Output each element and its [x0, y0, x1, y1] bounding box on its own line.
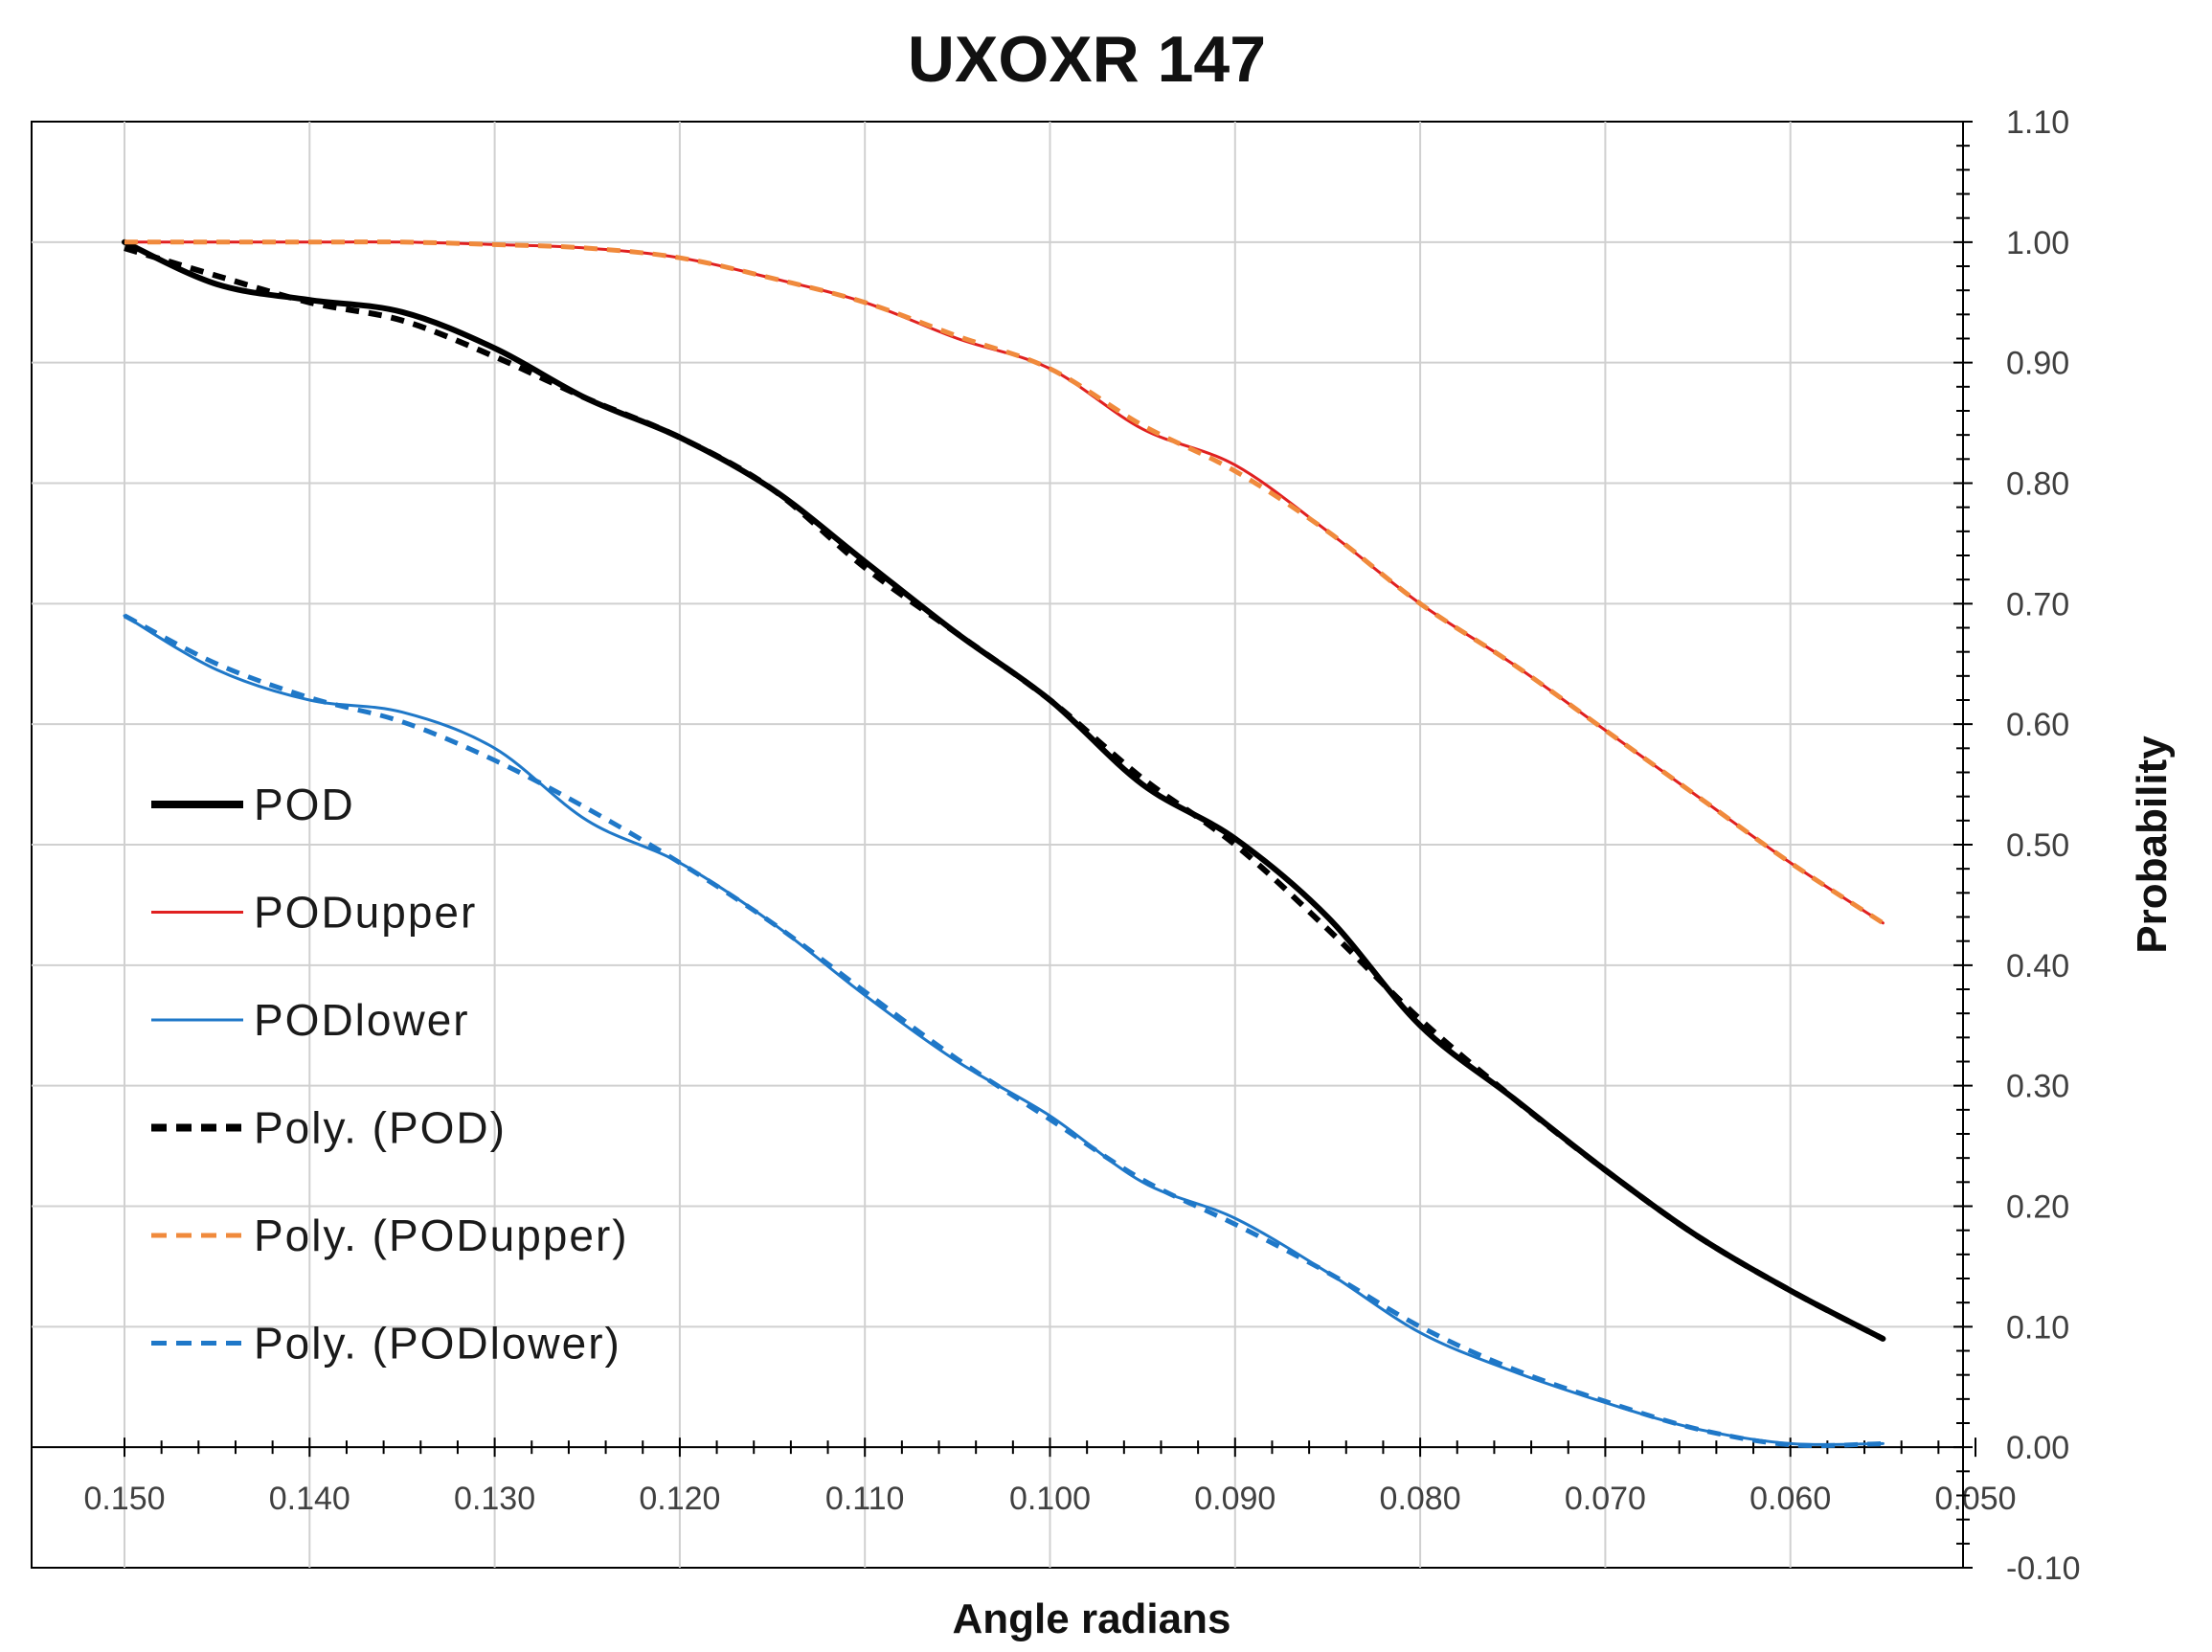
x-tick-label: 0.110 [825, 1481, 905, 1517]
x-tick-label: 0.090 [1194, 1481, 1275, 1517]
legend-label-podupper: PODupper [254, 888, 477, 938]
legend-label-pod: POD [254, 780, 355, 829]
y-axis-title: Probability [2129, 735, 2176, 954]
y-tick-label: 0.10 [2006, 1309, 2069, 1346]
x-tick-label: 0.120 [639, 1481, 720, 1517]
y-tick-label: 0.00 [2006, 1430, 2069, 1466]
y-tick-label: 0.30 [2006, 1069, 2069, 1105]
series-lines [122, 238, 1886, 1449]
series-line-poly-podlower [123, 613, 1884, 1449]
x-tick-label: 0.080 [1380, 1481, 1461, 1517]
y-tick-label: 0.80 [2006, 466, 2069, 503]
x-tick-label: 0.060 [1749, 1481, 1831, 1517]
y-tick-label: 1.10 [2006, 104, 2069, 141]
legend-label-poly-podupper: Poly. (PODupper) [254, 1211, 629, 1260]
x-tick-label: 0.050 [1934, 1481, 2016, 1517]
y-tick-label: 0.40 [2006, 948, 2069, 984]
y-tick-label: 1.00 [2006, 225, 2069, 261]
axes: 0.150 0.140 0.130 0.120 0.110 0.100 0.090 0.080… [32, 104, 2081, 1587]
x-axis-title: Angle radians [953, 1595, 1231, 1642]
x-tick-label: 0.150 [83, 1481, 165, 1517]
legend-label-podlower: PODlower [254, 995, 470, 1045]
legend-label-poly-pod: Poly. (POD) [254, 1103, 507, 1153]
x-tick-label: 0.100 [1009, 1481, 1091, 1517]
x-tick-label: 0.140 [269, 1481, 350, 1517]
y-tick-label: 0.60 [2006, 707, 2069, 743]
y-tick-label: -0.10 [2006, 1550, 2081, 1587]
legend-label-poly-podlower: Poly. (PODlower) [254, 1319, 621, 1369]
x-tick-label: 0.070 [1565, 1481, 1646, 1517]
y-tick-label: 0.70 [2006, 586, 2069, 622]
series-line-poly-podupper [124, 239, 1885, 925]
y-tick-label: 0.50 [2006, 827, 2069, 864]
x-tick-label: 0.130 [454, 1481, 535, 1517]
chart-title: UXOXR 147 [908, 23, 1266, 96]
legend: POD PODupper PODlower Poly. (POD) Poly. (POD… [151, 780, 629, 1369]
series-line-poly-pod [124, 245, 1885, 1342]
y-tick-label: 0.90 [2006, 346, 2069, 382]
y-tick-label: 0.20 [2006, 1189, 2069, 1226]
